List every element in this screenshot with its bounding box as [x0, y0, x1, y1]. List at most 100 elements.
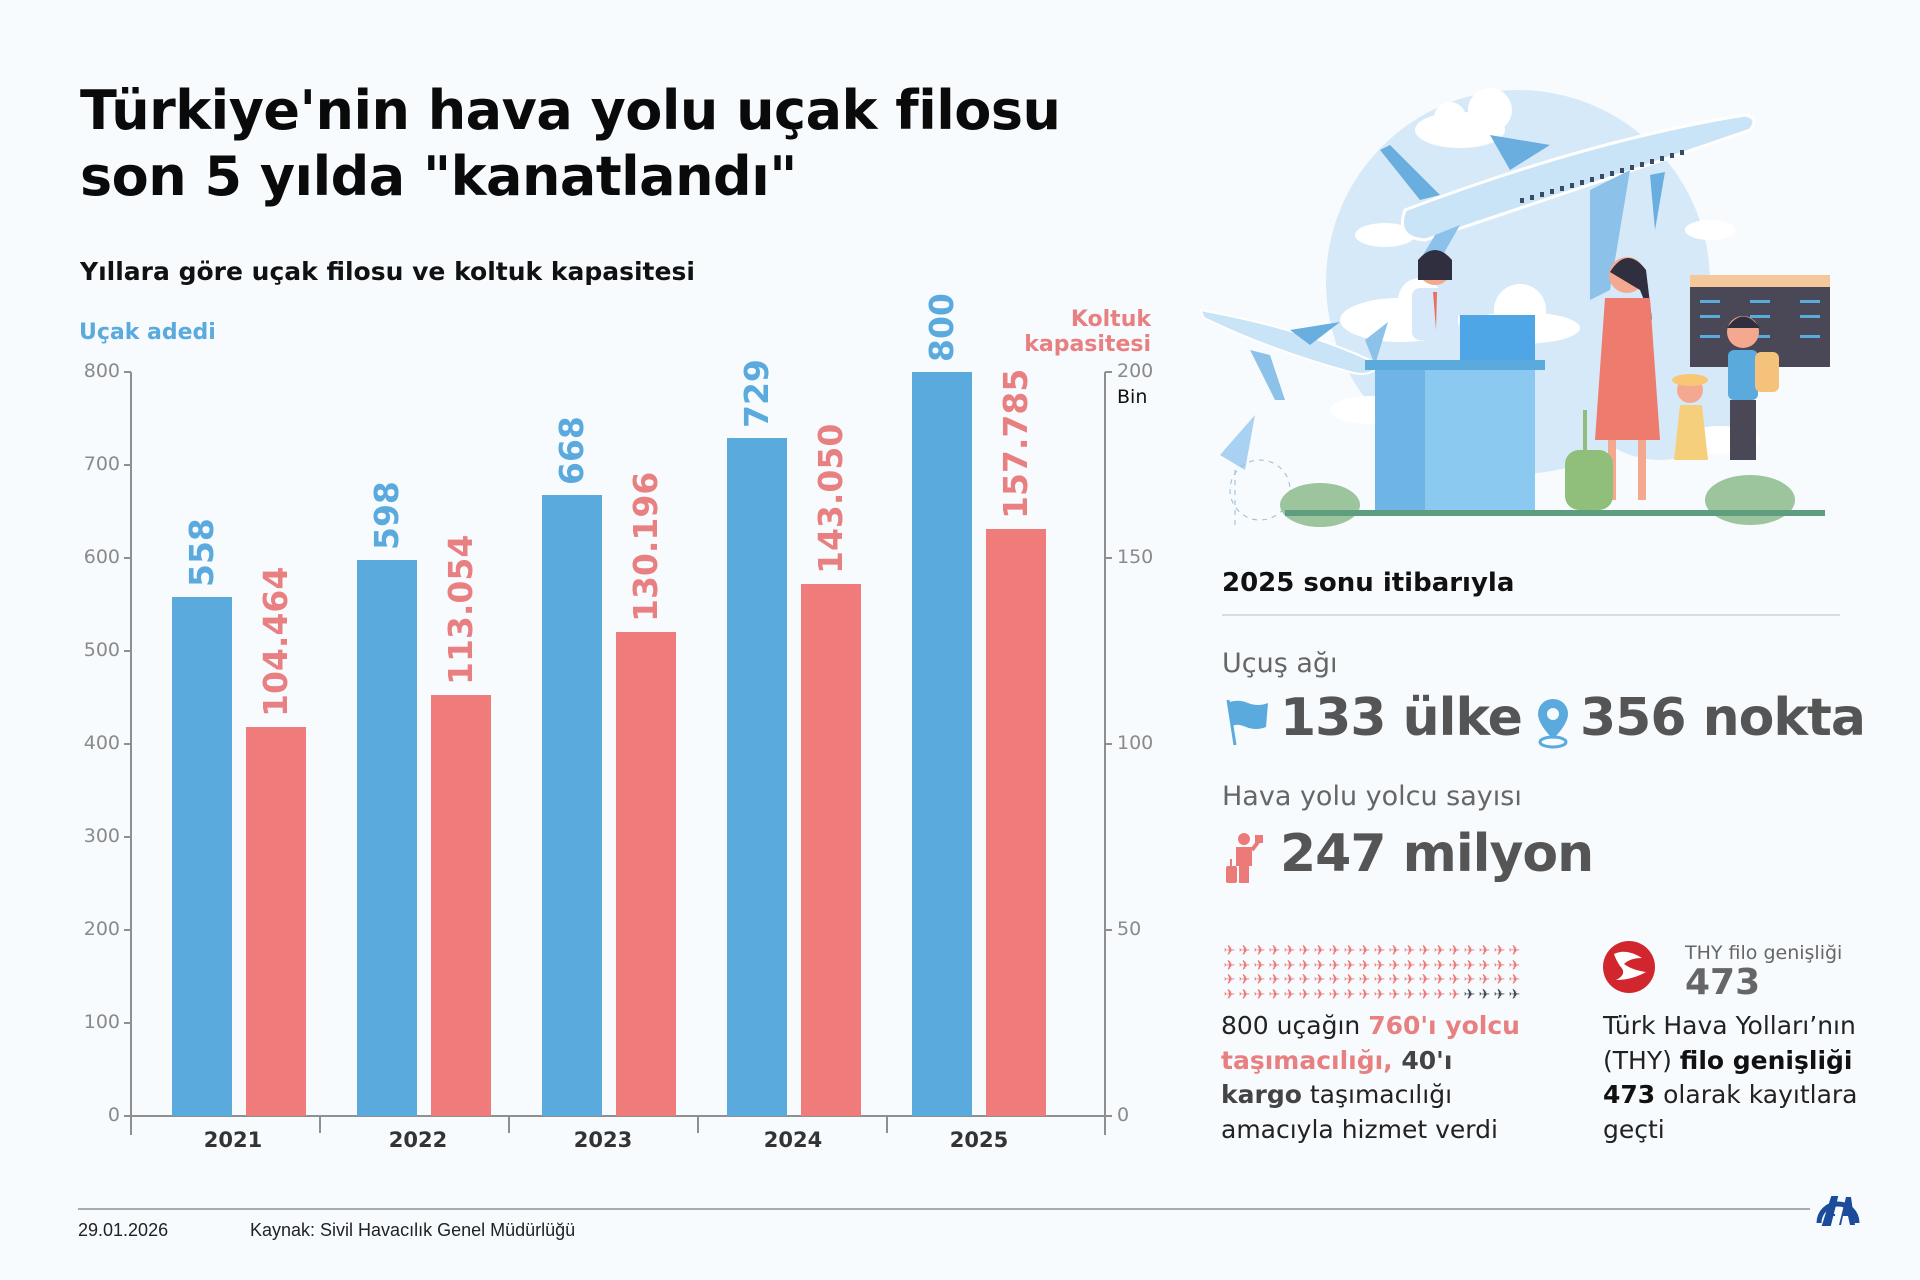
passenger-plane-icon: ✈ [1358, 943, 1371, 959]
passenger-plane-icon: ✈ [1478, 943, 1491, 959]
seat-bar-2025 [986, 529, 1046, 1116]
passenger-plane-icon: ✈ [1298, 943, 1311, 959]
fleet-text-part2: taşımacılığı amacıyla hizmet verdi [1221, 1080, 1498, 1144]
left-tick-300: 300 [83, 825, 120, 847]
passenger-plane-icon: ✈ [1433, 943, 1446, 959]
passenger-plane-icon: ✈ [1403, 986, 1416, 1003]
right-tick-200: 200 [1117, 360, 1154, 382]
passenger-plane-icon: ✈ [1478, 957, 1491, 974]
passenger-plane-icon: ✈ [1418, 957, 1431, 974]
passenger-plane-icon: ✈ [1283, 943, 1296, 959]
passenger-plane-icon: ✈ [1463, 957, 1476, 974]
passenger-plane-icon: ✈ [1478, 972, 1491, 988]
passenger-plane-icon: ✈ [1508, 943, 1521, 959]
passenger-plane-icon: ✈ [1403, 943, 1416, 959]
passenger-plane-icon: ✈ [1313, 972, 1326, 988]
title-line-2: son 5 yılda "kanatlandı" [80, 145, 797, 208]
cargo-plane-icon: ✈ [1493, 986, 1506, 1003]
fleet-text-part1: 800 uçağın [1221, 1011, 1369, 1040]
passenger-plane-icon: ✈ [1433, 972, 1446, 988]
aircraft-value-label-2023: 668 [552, 415, 591, 485]
x-label-2025: 2025 [949, 1128, 1009, 1152]
fleet-text-cargo: 40'ı kargo [1221, 1045, 1453, 1110]
passenger-plane-icon: ✈ [1238, 957, 1251, 974]
fleet-text-passenger: 760'ı yolcu taşımacılığı, [1221, 1011, 1520, 1075]
passenger-plane-icon: ✈ [1223, 972, 1236, 988]
aircraft-bar-2025 [912, 372, 972, 1116]
location-pin-icon [1538, 699, 1568, 749]
passenger-plane-icon: ✈ [1298, 986, 1311, 1003]
passenger-plane-icon: ✈ [1343, 972, 1356, 988]
destinations-count: 356 nokta [1580, 688, 1866, 748]
aircraft-value-label-2025: 800 [922, 293, 961, 362]
cargo-plane-icon: ✈ [1463, 986, 1476, 1003]
aircraft-value-label-2021: 558 [182, 518, 221, 588]
passenger-plane-icon: ✈ [1343, 943, 1356, 959]
passenger-plane-icon: ✈ [1253, 943, 1266, 959]
seat-bar-2024 [801, 583, 861, 1116]
passenger-plane-icon: ✈ [1493, 957, 1506, 974]
passenger-plane-icon: ✈ [1253, 986, 1266, 1003]
passenger-plane-icon: ✈ [1328, 972, 1341, 988]
passenger-plane-icon: ✈ [1508, 957, 1521, 974]
right-tick-150: 150 [1117, 546, 1154, 568]
passenger-plane-icon: ✈ [1403, 957, 1416, 974]
passenger-plane-icon: ✈ [1388, 957, 1401, 974]
aa-logo-icon [1816, 1196, 1860, 1226]
passenger-plane-icon: ✈ [1463, 972, 1476, 988]
passenger-plane-icon: ✈ [1373, 986, 1386, 1003]
right-axis-title-line1: Koltuk [1070, 307, 1151, 332]
passenger-plane-icon: ✈ [1268, 972, 1281, 988]
passengers-count: 247 milyon [1280, 824, 1594, 884]
airport-checkin-illustration [1198, 88, 1830, 530]
passenger-plane-icon: ✈ [1268, 986, 1281, 1003]
left-tick-700: 700 [83, 453, 120, 475]
chart-subtitle: Yıllara göre uçak filosu ve koltuk kapas… [80, 257, 695, 286]
aircraft-bar-2022 [357, 559, 417, 1116]
passenger-plane-icon: ✈ [1253, 972, 1266, 988]
cargo-plane-icon: ✈ [1508, 986, 1521, 1003]
passenger-plane-icon: ✈ [1448, 943, 1461, 959]
flag-icon [1226, 699, 1268, 746]
right-tick-50: 50 [1117, 918, 1142, 940]
thy-logo-icon [1603, 941, 1655, 993]
thy-fleet-text: Türk Hava Yolları’nın (THY) filo genişli… [1603, 1009, 1863, 1147]
passenger-plane-icon: ✈ [1268, 943, 1281, 959]
seat-value-label-2022: 113.054 [441, 535, 480, 686]
footer-date: 29.01.2026 [78, 1220, 169, 1240]
footer-source: Kaynak: Sivil Havacılık Genel Müdürlüğü [250, 1220, 576, 1240]
cargo-plane-icon: ✈ [1478, 986, 1491, 1003]
passenger-plane-icon: ✈ [1298, 972, 1311, 988]
passenger-plane-icon: ✈ [1328, 943, 1341, 959]
passenger-plane-icon: ✈ [1448, 986, 1461, 1003]
x-label-2023: 2023 [573, 1128, 633, 1152]
passenger-plane-icon: ✈ [1253, 957, 1266, 974]
seat-value-label-2023: 130.196 [626, 471, 665, 622]
seat-value-label-2021: 104.464 [256, 567, 295, 718]
passenger-plane-icon: ✈ [1463, 943, 1476, 959]
passenger-plane-icon: ✈ [1403, 972, 1416, 988]
passenger-plane-icon: ✈ [1238, 986, 1251, 1003]
passenger-plane-icon: ✈ [1388, 943, 1401, 959]
passenger-plane-icon: ✈ [1313, 957, 1326, 974]
seat-bar-2022 [431, 695, 491, 1116]
left-tick-100: 100 [83, 1011, 120, 1033]
traveler-icon [1226, 833, 1263, 883]
right-axis-title: Koltuk kapasitesi [1024, 307, 1151, 357]
aircraft-value-label-2022: 598 [367, 480, 406, 550]
flight-network-label: Uçuş ağı [1222, 648, 1338, 679]
passenger-plane-icon: ✈ [1508, 972, 1521, 988]
passenger-plane-icon: ✈ [1493, 972, 1506, 988]
passenger-plane-icon: ✈ [1238, 972, 1251, 988]
passenger-plane-icon: ✈ [1388, 986, 1401, 1003]
x-label-2024: 2024 [763, 1128, 823, 1152]
passenger-plane-icon: ✈ [1283, 957, 1296, 974]
fleet-split-text: 800 uçağın 760'ı yolcu taşımacılığı, 40'… [1221, 1009, 1521, 1147]
passenger-plane-icon: ✈ [1313, 986, 1326, 1003]
fleet-plane-grid: ✈ ✈ ✈ ✈ ✈ ✈ ✈ ✈ ✈ ✈ ✈ ✈ ✈ ✈ ✈ ✈ ✈ ✈ ✈ ✈ ✈ ✈ ✈ ✈ ✈ ✈ ✈ ✈ ✈ ✈ ✈ ✈ ✈ ✈ ✈ ✈ ✈ ✈ ✈ ✈… [1222, 944, 1522, 1002]
aircraft-bar-2024 [727, 438, 787, 1116]
passenger-plane-icon: ✈ [1283, 986, 1296, 1003]
thy-fleet-number: 473 [1685, 962, 1761, 1003]
passenger-plane-icon: ✈ [1268, 957, 1281, 974]
